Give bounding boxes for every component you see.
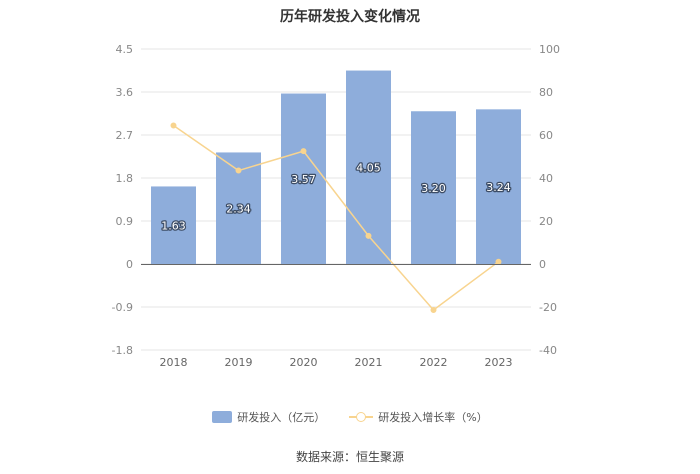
y-right-tick-label: -40	[539, 344, 557, 357]
x-tick-label: 2021	[355, 356, 383, 369]
x-tick-label: 2019	[225, 356, 253, 369]
right-axis-ticks: 100 80 60 40 20 0 -20 -40	[539, 43, 560, 357]
y-left-tick-label: -1.8	[112, 344, 133, 357]
chart-title: 历年研发投入变化情况	[280, 9, 420, 25]
growth-rate-point	[235, 167, 242, 174]
y-left-tick-label: 4.5	[116, 43, 134, 56]
legend: 研发投入（亿元） 研发投入增长率（%）	[0, 409, 700, 425]
y-left-tick-label: 3.6	[116, 86, 134, 99]
bar-data-label: 3.20	[421, 182, 446, 195]
x-tick-label: 2020	[290, 356, 318, 369]
y-left-tick-label: 0	[126, 258, 133, 271]
growth-rate-point	[365, 232, 372, 239]
bar-data-label: 3.24	[486, 181, 511, 194]
bar	[281, 93, 326, 265]
y-left-tick-label: 0.9	[116, 215, 134, 228]
x-tick-label: 2023	[485, 356, 513, 369]
left-axis-ticks: 4.5 3.6 2.7 1.8 0.9 0 -0.9 -1.8	[112, 43, 133, 357]
bar-data-label: 1.63	[161, 219, 186, 232]
bar-data-label: 4.05	[356, 162, 381, 175]
bar-data-label: 3.57	[291, 173, 316, 186]
y-right-tick-label: 20	[539, 215, 553, 228]
bar	[411, 111, 456, 265]
growth-rate-point	[495, 258, 502, 265]
y-left-tick-label: 2.7	[116, 129, 134, 142]
growth-rate-point	[430, 306, 437, 313]
legend-item-line[interactable]: 研发投入增长率（%）	[349, 409, 488, 425]
growth-rate-line	[173, 124, 499, 311]
legend-item-bar[interactable]: 研发投入（亿元）	[212, 409, 325, 425]
line-series: 1.63 2.34 3.57 4.05 3.20 3.24	[160, 122, 512, 313]
grid-lines	[141, 48, 531, 351]
growth-rate-point	[170, 122, 177, 129]
x-tick-label: 2018	[160, 356, 188, 369]
bar	[346, 70, 391, 265]
legend-bar-swatch	[212, 411, 233, 423]
y-left-tick-label: 1.8	[116, 172, 134, 185]
y-left-tick-label: -0.9	[112, 301, 133, 314]
bar-data-label: 2.34	[226, 202, 251, 215]
legend-bar-label: 研发投入（亿元）	[237, 411, 326, 424]
growth-rate-point	[300, 148, 307, 155]
legend-line-swatch	[349, 411, 374, 423]
bar	[151, 186, 196, 265]
y-right-tick-label: 0	[539, 258, 546, 271]
data-source: 数据来源：恒生聚源	[295, 450, 404, 464]
legend-line-label: 研发投入增长率（%）	[378, 411, 488, 424]
x-axis: 2018 2019 2020 2021 2022 2023	[141, 264, 531, 369]
x-tick-label: 2022	[420, 356, 448, 369]
bar	[476, 109, 521, 265]
bar-series	[151, 70, 521, 265]
y-right-tick-label: 60	[539, 129, 553, 142]
y-right-tick-label: 80	[539, 86, 553, 99]
y-right-tick-label: -20	[539, 301, 557, 314]
y-right-tick-label: 100	[539, 43, 560, 56]
y-right-tick-label: 40	[539, 172, 553, 185]
